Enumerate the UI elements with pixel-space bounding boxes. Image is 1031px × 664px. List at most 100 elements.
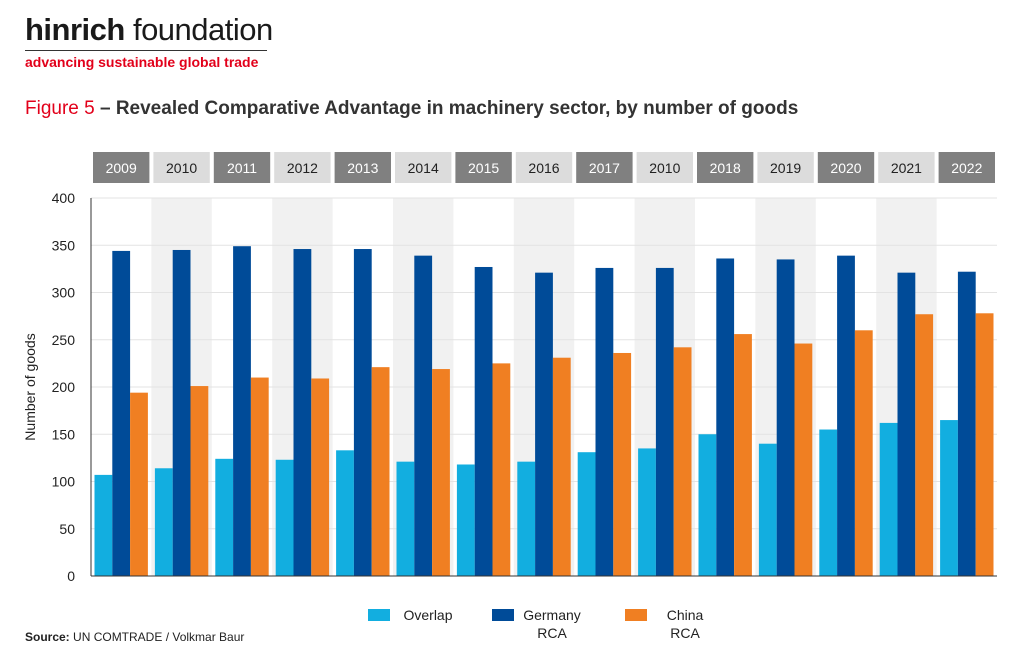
bar-china-rca <box>673 347 692 576</box>
legend-germany-rca-label-line2: RCA <box>537 625 567 641</box>
bar-overlap <box>879 422 898 576</box>
x-tick-label: 2010 <box>649 160 680 176</box>
x-tick-label: 2013 <box>347 160 378 176</box>
bar-china-rca <box>734 334 752 576</box>
x-tick-label: 2021 <box>891 160 922 176</box>
bar-china-rca <box>915 314 934 576</box>
x-tick-label: 2011 <box>227 160 257 176</box>
category-header <box>817 152 875 183</box>
bar-germany-rca <box>353 249 372 576</box>
figure-label: Figure 5 <box>25 98 95 119</box>
x-tick-label: 2015 <box>468 160 499 176</box>
bar-china-rca <box>552 357 571 576</box>
bar-germany-rca <box>897 272 916 576</box>
bar-overlap <box>94 474 113 576</box>
bar-overlap <box>638 448 656 576</box>
bar-overlap <box>698 434 717 576</box>
bar-germany-rca <box>655 267 674 576</box>
legend-china-rca-label: China <box>667 607 704 623</box>
legend-overlap-swatch <box>368 609 390 621</box>
category-header <box>334 152 391 183</box>
legend-china-rca-label-line2: RCA <box>670 625 700 641</box>
category-header <box>636 152 693 183</box>
legend-germany-rca-swatch <box>492 609 514 621</box>
brand-logo: hinrich foundation advancing sustainable… <box>25 12 273 70</box>
bar-germany-rca <box>414 255 433 576</box>
x-tick-label: 2014 <box>408 160 439 176</box>
bar-germany-rca <box>172 249 191 576</box>
brand-name: hinrich foundation <box>25 12 273 47</box>
y-tick-label: 300 <box>52 285 76 301</box>
bar-china-rca <box>432 369 450 576</box>
bar-china-rca <box>190 386 209 576</box>
bar-germany-rca <box>716 258 735 576</box>
bar-overlap <box>275 459 294 576</box>
x-tick-label: 2022 <box>951 160 982 176</box>
x-tick-label: 2012 <box>287 160 318 176</box>
y-tick-label: 50 <box>59 521 75 537</box>
legend-overlap-label: Overlap <box>403 607 452 623</box>
category-header <box>938 152 995 183</box>
x-tick-label: 2010 <box>166 160 197 176</box>
category-header <box>153 152 210 183</box>
bar-germany-rca <box>535 272 553 576</box>
legend-germany-rca-label: Germany <box>523 607 581 623</box>
category-header <box>697 152 754 183</box>
x-tick-label: 2016 <box>528 160 559 176</box>
category-header <box>213 152 271 183</box>
bar-germany-rca <box>112 250 131 577</box>
legend-china-rca-swatch <box>625 609 647 621</box>
category-header <box>395 152 452 183</box>
bar-germany-rca <box>293 249 312 576</box>
y-tick-label: 400 <box>52 190 76 206</box>
brand-tagline: advancing sustainable global trade <box>25 54 259 70</box>
category-header <box>455 152 512 183</box>
y-tick-label: 250 <box>52 332 76 348</box>
figure-title: Figure 5 – Revealed Comparative Advantag… <box>25 98 798 120</box>
category-header <box>515 152 573 183</box>
bar-china-rca <box>613 352 632 576</box>
bar-overlap <box>336 450 354 576</box>
category-header <box>757 152 814 183</box>
x-tick-label: 2019 <box>770 160 801 176</box>
x-tick-label: 2017 <box>589 160 620 176</box>
bar-china-rca <box>311 378 330 576</box>
figure-title-text: – Revealed Comparative Advantage in mach… <box>94 98 799 119</box>
bar-germany-rca <box>837 255 855 576</box>
category-header <box>878 152 935 183</box>
y-tick-label: 0 <box>67 568 75 584</box>
bar-overlap <box>215 458 234 576</box>
category-header <box>576 152 633 183</box>
bar-germany-rca <box>595 267 614 576</box>
bar-overlap <box>154 468 173 576</box>
y-axis-label: Number of goods <box>22 333 38 440</box>
bar-china-rca <box>854 330 873 576</box>
bar-germany-rca <box>233 246 251 576</box>
bar-china-rca <box>250 377 269 576</box>
category-header <box>274 152 331 183</box>
bar-overlap <box>758 443 777 576</box>
x-tick-label: 2020 <box>830 160 861 176</box>
bar-germany-rca <box>474 266 493 576</box>
bar-china-rca <box>371 367 390 576</box>
x-tick-label: 2018 <box>710 160 741 176</box>
y-tick-label: 100 <box>52 474 76 490</box>
source-note: Source: UN COMTRADE / Volkmar Baur <box>25 630 245 644</box>
brand-rule <box>25 50 267 51</box>
bar-china-rca <box>975 313 994 576</box>
bar-overlap <box>517 461 536 576</box>
y-tick-label: 200 <box>52 379 76 395</box>
bar-germany-rca <box>957 271 976 576</box>
y-tick-label: 150 <box>52 426 76 442</box>
y-tick-label: 350 <box>52 237 76 253</box>
x-tick-label: 2009 <box>106 160 137 176</box>
bar-overlap <box>577 452 596 576</box>
bar-china-rca <box>492 363 511 576</box>
bar-overlap <box>819 429 838 576</box>
bar-overlap <box>940 420 958 576</box>
category-header <box>93 152 150 183</box>
bar-china-rca <box>794 343 813 576</box>
bar-overlap <box>456 464 475 576</box>
bar-overlap <box>396 461 415 576</box>
